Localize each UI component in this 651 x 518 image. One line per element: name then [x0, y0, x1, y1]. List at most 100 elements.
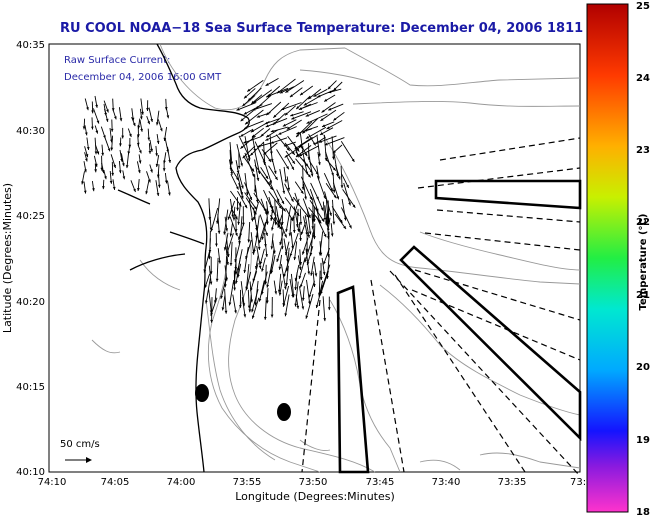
current-vector	[294, 281, 299, 307]
current-vector	[241, 297, 246, 318]
zone-diagonal	[399, 245, 582, 442]
current-vector-head	[282, 303, 286, 307]
x-tick-label: 74:10	[38, 477, 67, 488]
current-vector-head	[270, 129, 274, 133]
current-vector	[254, 159, 259, 182]
current-vector-head	[296, 305, 300, 309]
current-vector-head	[106, 109, 109, 113]
current-vector-head	[229, 233, 233, 237]
figure-title: RU COOL NOAA−18 Sea Surface Temperature:…	[60, 21, 620, 36]
colorbar-tick: 22	[636, 217, 650, 228]
current-vector-head	[105, 118, 109, 122]
current-vector	[245, 197, 257, 215]
current-vector	[244, 192, 258, 210]
current-vector-head	[86, 107, 89, 111]
current-vector-head	[271, 227, 274, 231]
current-vector	[293, 206, 300, 233]
current-vector-head	[96, 151, 100, 155]
current-vector	[210, 297, 218, 316]
current-vector-head	[330, 233, 334, 237]
current-vector-head	[290, 198, 294, 202]
current-vector-head	[268, 158, 272, 162]
current-vector	[229, 279, 235, 306]
current-vector-head	[319, 252, 323, 256]
current-vector-head	[242, 103, 246, 107]
current-vector-head	[323, 217, 327, 221]
current-vector-head	[326, 228, 330, 232]
current-vector-head	[240, 145, 244, 149]
current-vector-head	[244, 205, 248, 209]
current-vector-head	[243, 270, 247, 273]
current-vector-head	[320, 207, 324, 211]
current-vector-head	[286, 126, 290, 130]
current-vector-head	[282, 208, 286, 212]
current-vector-head	[284, 112, 288, 116]
current-vector-head	[310, 272, 313, 276]
current-vector-head	[253, 249, 256, 253]
current-vector	[247, 289, 250, 309]
current-vector-head	[310, 173, 314, 177]
current-vector	[294, 136, 313, 150]
current-vector-head	[298, 275, 302, 279]
plot-frame	[48, 43, 581, 473]
current-vector	[250, 270, 258, 292]
current-vector-head	[277, 289, 281, 293]
current-vector-head	[141, 111, 144, 115]
current-vector	[264, 238, 268, 258]
current-vector-head	[311, 226, 315, 230]
current-vector-head	[225, 228, 229, 232]
current-vector-head	[299, 222, 303, 225]
current-vector	[237, 201, 241, 225]
zone-upper-right	[434, 179, 582, 210]
current-vector-head	[303, 102, 307, 106]
current-vector-head	[85, 158, 88, 162]
current-vector	[323, 173, 334, 192]
current-vector-head	[292, 216, 295, 220]
current-vector-head	[162, 168, 166, 172]
current-vector-head	[86, 147, 90, 150]
current-vector-head	[245, 121, 249, 125]
current-vector	[244, 120, 264, 130]
current-vector	[287, 135, 300, 152]
current-vector-head	[107, 148, 111, 152]
radar-beam-lines	[301, 137, 581, 477]
current-vector-head	[247, 158, 251, 162]
current-vector	[303, 95, 322, 106]
current-vector	[258, 280, 265, 302]
current-vector-head	[287, 187, 291, 191]
current-vector-head	[84, 132, 88, 136]
colorbar-tick: 21	[636, 290, 650, 301]
y-axis-ticks: 40:35 40:30 40:25 40:20 40:15 40:10	[16, 40, 45, 478]
current-vector-head	[205, 300, 208, 304]
current-vector-head	[291, 116, 295, 120]
y-tick-label: 40:10	[16, 467, 45, 478]
current-vector	[270, 126, 289, 133]
current-vector	[276, 78, 296, 94]
current-vector-head	[290, 113, 294, 117]
current-vector-head	[253, 206, 257, 210]
current-vector	[225, 246, 229, 266]
site-marker-2	[277, 403, 291, 421]
current-vector-head	[306, 261, 310, 265]
current-vector-head	[323, 261, 326, 265]
current-vector-head	[129, 133, 132, 137]
current-vector	[208, 265, 212, 285]
current-vector	[291, 111, 312, 120]
current-vector	[289, 232, 299, 257]
current-vector	[305, 248, 310, 275]
current-vector-head	[309, 196, 312, 200]
current-vector	[320, 109, 337, 122]
current-vector	[294, 272, 298, 291]
current-vector-head	[146, 108, 149, 111]
current-vector	[284, 145, 303, 158]
current-vector	[245, 264, 250, 290]
current-vector-head	[308, 301, 311, 305]
current-vector-head	[289, 94, 293, 98]
surface-current-vectors	[81, 78, 356, 323]
current-vector	[321, 264, 331, 289]
current-vector-head	[300, 284, 303, 288]
current-vector-head	[300, 146, 304, 150]
current-vector	[224, 288, 227, 314]
current-vector-head	[243, 314, 247, 318]
current-vector-head	[114, 116, 117, 120]
